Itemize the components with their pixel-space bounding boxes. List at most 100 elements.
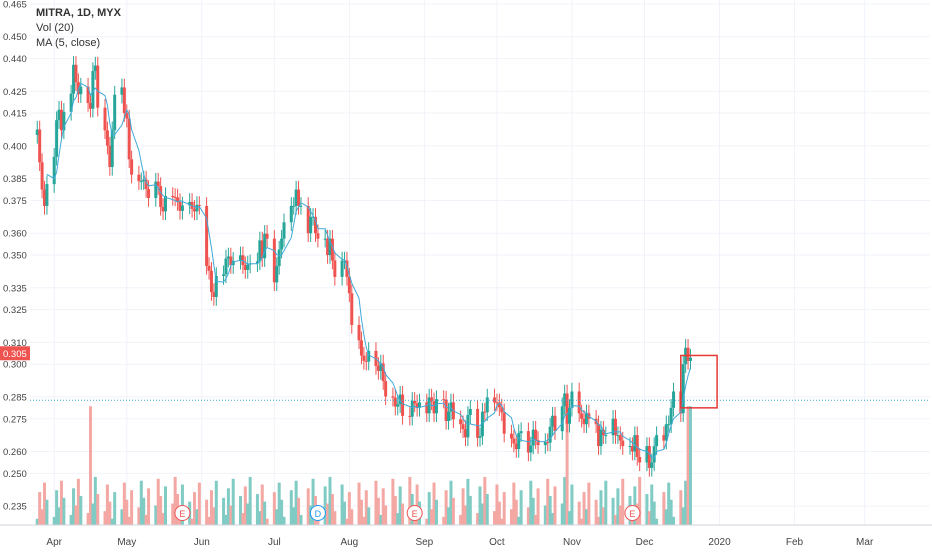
candle-body [130,159,134,175]
volume-bar [476,513,480,525]
volume-bar [255,494,259,525]
volume-bar [672,516,676,525]
volume-bar [229,505,233,525]
candle [277,240,281,275]
candle-body [163,196,167,212]
volume-bar [343,501,347,525]
candle-body [500,407,504,413]
candle-body [681,364,685,414]
volume-bar [563,476,567,525]
candle [91,62,95,118]
candle [616,426,620,444]
candle [147,180,151,207]
candle-body [565,393,569,424]
candle-body [512,438,516,444]
volume-bar [91,503,95,525]
candle-body [618,435,622,441]
candle-body [449,402,453,412]
candle-body [543,442,547,446]
candle [638,448,642,472]
candle-body [45,184,49,206]
candle [173,188,177,207]
volume-bar [568,511,572,525]
time-tick-label: Dec [636,537,654,548]
candle [379,354,383,380]
candle-body [560,406,564,432]
candle [74,56,78,91]
candle [553,407,557,440]
volume-bar [294,480,298,525]
volume-bar [367,507,371,525]
candle-body [127,118,131,160]
candles [35,56,692,477]
last-price-bg [0,346,30,361]
candle [193,200,197,221]
volume-bar [517,516,521,525]
candle-body [434,399,438,414]
ma-indicator-label[interactable]: MA (5, close) [36,37,101,49]
candle-body [255,261,259,264]
candle [282,213,286,248]
candle [52,148,56,193]
candle [434,390,438,423]
event-marker[interactable]: E [174,505,191,521]
event-marker[interactable]: E [624,505,641,521]
candle-body [343,260,347,262]
symbol-label[interactable]: MITRA, 1D, MYX [36,7,121,19]
volume-bar [350,509,354,525]
volume-bar [105,484,109,525]
volume-bar [272,492,276,525]
candle-body [483,411,487,413]
candle [195,196,199,221]
candle-body [616,435,620,437]
volume-bar [76,478,80,525]
candle-body [125,113,129,119]
candle [330,229,334,270]
candle-body [667,424,671,426]
candle-body [57,109,61,121]
time-tick-label: Feb [786,537,804,548]
volume-bar [93,476,97,525]
candle [584,404,588,433]
candle-body [193,208,197,212]
candle [577,382,581,423]
candle [359,331,363,365]
candle-body [509,433,513,439]
volume-bars [35,406,692,525]
candle-body [478,436,482,438]
candle-body [188,201,192,206]
candle-body [379,363,383,371]
candle-body [459,419,463,425]
volume-bar [500,518,504,525]
candle-body [476,408,480,438]
volume-bar [43,482,47,525]
candle [551,407,555,436]
event-marker[interactable]: D [309,505,326,521]
candle-body [176,197,180,202]
event-marker[interactable]: E [406,505,423,521]
volume-indicator-label[interactable]: Vol (20) [36,22,74,34]
volume-bar [362,516,366,525]
candle [238,246,242,270]
candle-body [597,424,601,447]
volume-bar [546,478,550,525]
candle [328,229,332,264]
candle-body [144,179,148,190]
volume-bar [96,494,100,525]
price-tick-label: 0.250 [3,469,27,480]
candle-body [226,256,230,259]
candle-body [480,411,484,437]
volume-bar [238,495,242,525]
volume-bar [258,511,262,525]
volume-bar [618,505,622,525]
candle [299,197,303,215]
candle [381,354,385,390]
candle-body [347,276,351,294]
volume-bar [340,484,344,525]
candle-body [485,397,489,413]
candle-body [534,429,538,441]
volume-bar [74,505,78,525]
